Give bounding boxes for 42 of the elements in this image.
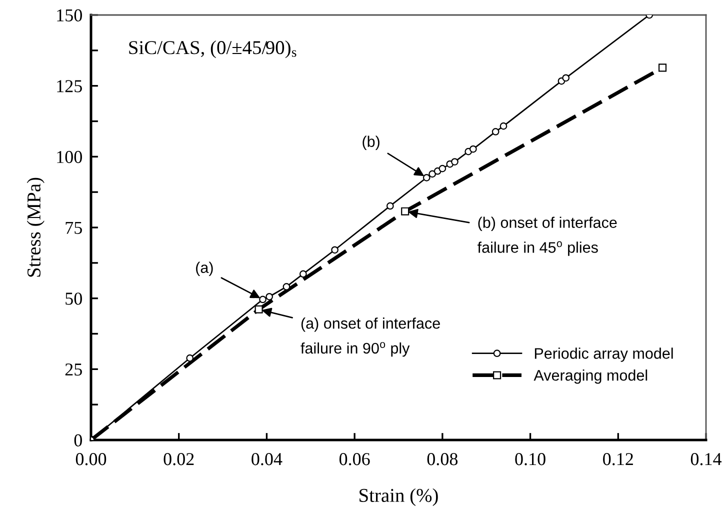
x-tick-label: 0.12 [603, 453, 633, 466]
legend-label: Periodic array model [534, 348, 673, 362]
x-tick-label: 0.08 [427, 453, 458, 466]
point [438, 164, 446, 172]
point [331, 246, 338, 254]
point [282, 283, 290, 290]
annotation: (b) onset of interface failure in 45$^{o}$ plies [478, 216, 617, 256]
point [259, 296, 266, 304]
y-tick-label: 100 [57, 150, 82, 164]
point [562, 74, 570, 82]
y-tick-label: 125 [57, 80, 82, 92]
point [186, 354, 194, 362]
point [428, 170, 436, 178]
x-axis-title: Strain (%) [360, 488, 438, 506]
x-tick-label: 0.14 [690, 453, 722, 466]
annotation: (b) [362, 136, 380, 150]
point [492, 128, 500, 136]
y-tick-label: 50 [66, 292, 82, 305]
legend-label: Averaging model [534, 370, 648, 384]
x-tick-label: 0.04 [252, 453, 282, 466]
annotation: (a) [196, 262, 213, 276]
annotation: (a) onset of interface failure in 90$^{o}$ ply [300, 318, 440, 357]
y-tick-label: 150 [57, 9, 82, 22]
point [401, 207, 410, 216]
x-tick-label: 0.10 [515, 453, 546, 466]
point [299, 270, 307, 278]
x-tick-label: 0.06 [339, 453, 370, 466]
point [658, 64, 667, 72]
y-tick-label: 25 [65, 363, 82, 376]
point [470, 145, 477, 153]
point [266, 292, 274, 300]
point [451, 158, 458, 166]
x-tick-label: 0.00 [76, 453, 106, 466]
point [386, 202, 394, 210]
point [500, 122, 508, 130]
annotation: SiC/CAS, (0/±45/90)$_{s}$ [129, 40, 296, 58]
y-tick-label: 75 [66, 222, 82, 234]
y-axis-title: Stress (MPa) [26, 178, 44, 277]
y-tick-label: 0 [74, 434, 82, 446]
x-tick-label: 0.02 [164, 453, 194, 466]
point [254, 305, 263, 314]
point [422, 174, 430, 182]
